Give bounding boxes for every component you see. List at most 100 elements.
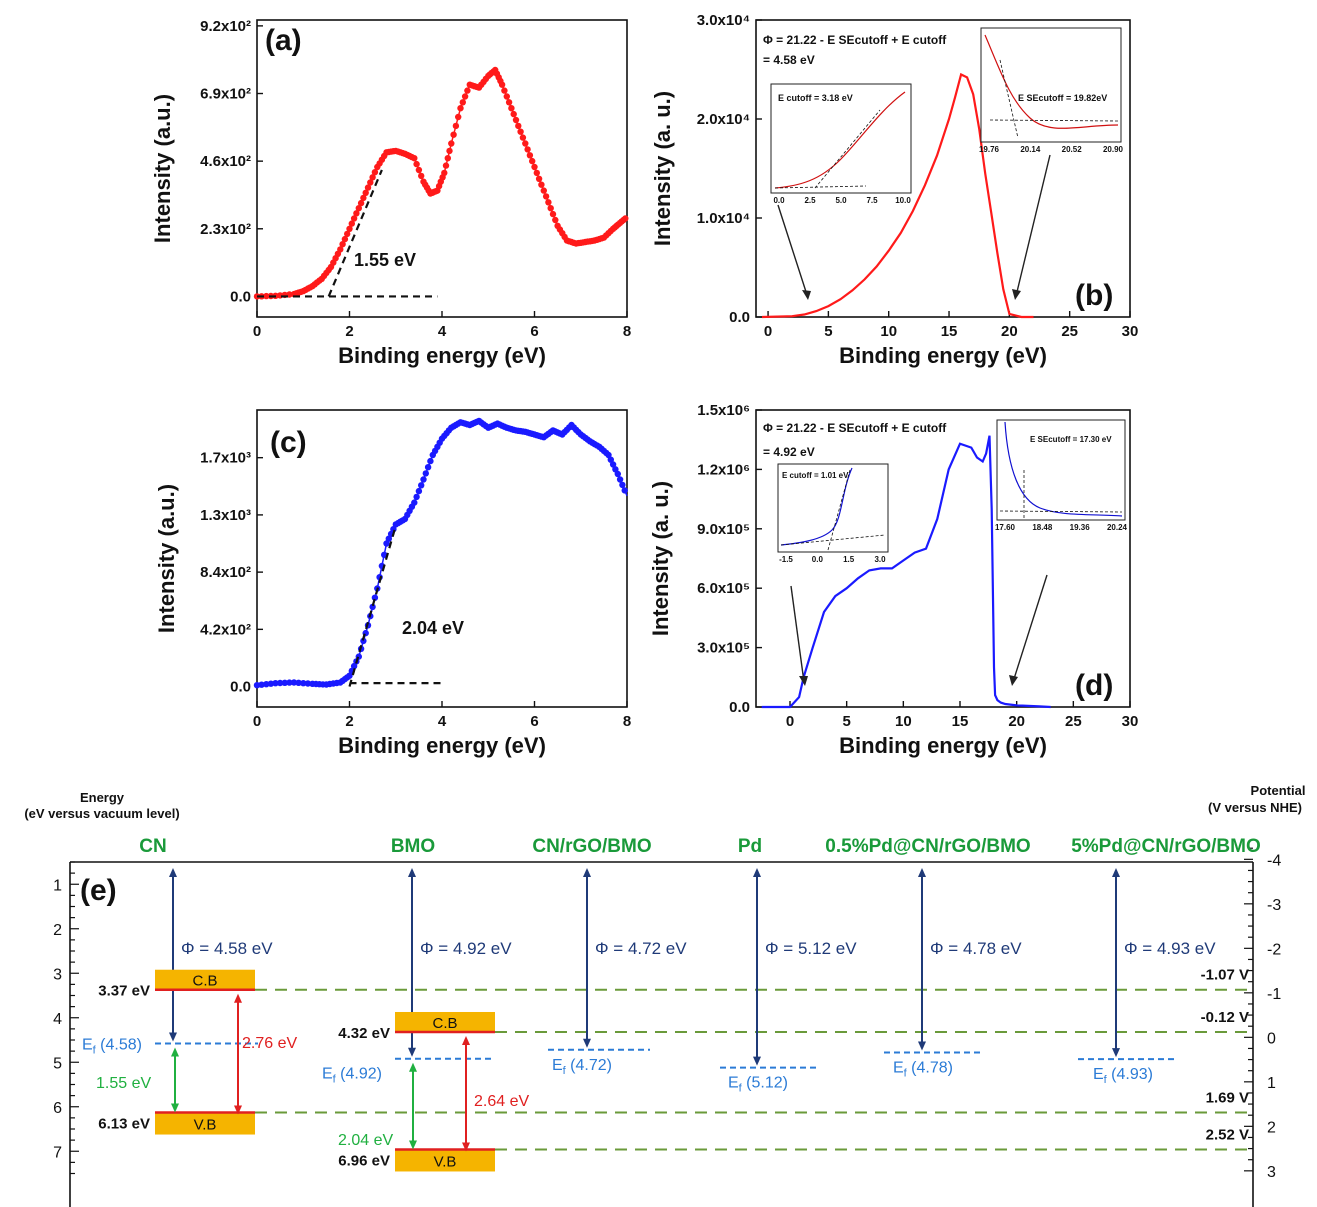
x-tick-label: 6 xyxy=(530,323,538,340)
data-point xyxy=(276,679,284,687)
inset-curve xyxy=(984,34,1119,129)
band-gap-arrow-head xyxy=(462,1142,470,1152)
potential-label: 1.69 V xyxy=(1206,1090,1249,1107)
right-tick-label: 1 xyxy=(1267,1075,1276,1092)
vb-energy-label: 6.13 eV xyxy=(98,1116,150,1133)
y-tick-label: 9.2x10² xyxy=(200,18,251,35)
data-point xyxy=(612,466,619,473)
annotation-text: 1.55 eV xyxy=(354,250,416,270)
data-point xyxy=(281,679,288,686)
data-point xyxy=(522,140,529,147)
inset-frame xyxy=(980,27,1122,143)
data-point xyxy=(355,205,362,212)
data-point xyxy=(339,241,346,248)
band-gap-arrow-head xyxy=(462,1035,470,1045)
x-tick-label: 4 xyxy=(438,323,447,340)
data-point xyxy=(540,187,547,194)
data-series-line xyxy=(761,72,1034,319)
data-point xyxy=(501,87,508,94)
x-tick-label: 2 xyxy=(345,323,353,340)
data-point xyxy=(427,457,434,465)
left-tick-label: 1 xyxy=(53,877,62,894)
data-point xyxy=(413,160,420,168)
cb-text: C.B xyxy=(432,1015,457,1032)
work-function-label: Φ = 4.92 eV xyxy=(420,939,512,958)
fermi-level-label: Ef (4.93) xyxy=(1093,1066,1153,1086)
pointer-arrow-head xyxy=(802,290,811,300)
y-tick-label: 9.0x10⁵ xyxy=(697,521,750,538)
work-function-label: Φ = 5.12 eV xyxy=(765,939,857,958)
right-tick-label: -2 xyxy=(1267,941,1281,958)
data-point xyxy=(360,637,367,645)
left-tick-label: 6 xyxy=(53,1100,62,1117)
x-tick-label: 20 xyxy=(1001,323,1018,340)
inset-curve xyxy=(774,91,906,189)
potential-label: -1.07 V xyxy=(1201,967,1249,984)
data-point xyxy=(621,487,628,494)
fermi-level-label: Ef (4.78) xyxy=(893,1059,953,1079)
fermi-gap-arrow-head xyxy=(409,1140,417,1150)
x-tick-label: 25 xyxy=(1065,713,1082,730)
data-point xyxy=(360,194,367,202)
data-point xyxy=(362,189,369,196)
annotation-text: 2.04 eV xyxy=(402,618,464,638)
right-axis-title: (V versus NHE) xyxy=(1208,800,1302,815)
vb-energy-label: 6.96 eV xyxy=(338,1152,390,1169)
data-point xyxy=(341,235,349,243)
inset-fit-line xyxy=(999,59,1019,139)
panel-c: 0 2 4 6 8 0.0 4.2x10² 8.4x10² 1.3x10³ 1.7x10³ Bind… xyxy=(154,409,631,758)
valence-band-box xyxy=(395,1149,495,1172)
left-axis-title: (eV versus vacuum level) xyxy=(24,806,179,821)
plot-frame xyxy=(755,409,1131,708)
data-point xyxy=(529,157,536,165)
x-tick-label: 8 xyxy=(623,323,631,340)
y-tick-label: 1.2x10⁶ xyxy=(697,461,750,478)
panel-label: (c) xyxy=(270,426,307,459)
y-tick-label: 3.0x10⁵ xyxy=(697,640,750,657)
inset-tick-label: 20.90 xyxy=(1103,145,1124,154)
data-point xyxy=(411,155,418,162)
y-axis-label: Intensity (a.u.) xyxy=(154,484,179,633)
data-point xyxy=(442,162,450,169)
y-axis-label: Intensity (a. u.) xyxy=(648,481,673,636)
x-tick-label: 0 xyxy=(786,713,794,730)
y-tick-label: 8.4x10² xyxy=(200,564,251,581)
inset-label: E SEcutoff = 17.30 eV xyxy=(1030,435,1112,444)
fermi-level-label: Ef (4.58) xyxy=(82,1037,142,1057)
right-axis-title: Potential xyxy=(1251,783,1306,798)
work-function-arrow-head xyxy=(753,1056,761,1066)
y-tick-label: 0.0 xyxy=(729,699,750,716)
data-point xyxy=(415,166,423,174)
data-point xyxy=(444,155,451,162)
x-tick-label: 25 xyxy=(1061,323,1078,340)
data-point xyxy=(337,246,344,253)
data-point xyxy=(614,470,621,478)
pointer-arrow xyxy=(777,204,809,299)
data-point xyxy=(510,110,517,118)
data-point xyxy=(353,210,360,217)
work-function-arrow-head xyxy=(753,868,761,877)
x-tick-label: 4 xyxy=(438,713,447,730)
x-tick-label: 2 xyxy=(345,713,353,730)
data-point xyxy=(446,147,453,155)
work-function-arrow-head xyxy=(1112,868,1120,877)
inset-fit-line xyxy=(780,534,886,546)
data-point xyxy=(519,134,527,141)
panel-b: 0 5 10 15 20 25 30 0.0 1.0x10⁴ 2.0x10⁴ 3.0x10⁴ Bind… xyxy=(650,12,1138,368)
work-function-arrow-head xyxy=(408,868,416,877)
data-series-line xyxy=(256,420,628,686)
inset-tick-label: 20.52 xyxy=(1062,145,1083,154)
data-point xyxy=(547,205,554,212)
left-tick-label: 3 xyxy=(53,966,62,983)
x-tick-label: 30 xyxy=(1122,713,1139,730)
fit-line xyxy=(348,525,397,687)
data-point xyxy=(531,163,538,171)
inset-frame xyxy=(996,419,1126,521)
work-function-arrow-head xyxy=(918,868,926,877)
fermi-gap-arrow-head xyxy=(409,1062,417,1072)
data-point xyxy=(290,679,298,686)
data-point xyxy=(258,681,265,688)
data-point xyxy=(350,215,358,222)
right-tick-label: 2 xyxy=(1267,1119,1276,1136)
y-tick-label: 3.0x10⁴ xyxy=(697,12,750,29)
